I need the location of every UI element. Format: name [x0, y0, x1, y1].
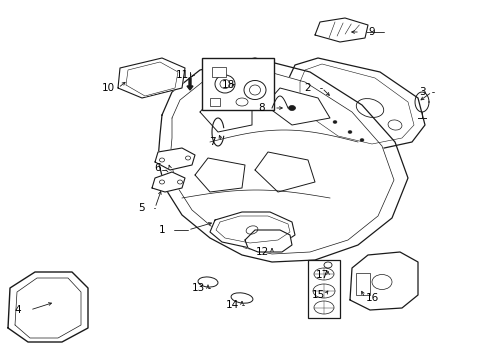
Ellipse shape — [359, 139, 363, 141]
Ellipse shape — [159, 158, 164, 162]
Text: 2: 2 — [304, 83, 311, 93]
Ellipse shape — [347, 131, 351, 134]
Ellipse shape — [159, 180, 164, 184]
Polygon shape — [152, 172, 184, 192]
Text: 10: 10 — [101, 83, 114, 93]
Text: 12: 12 — [255, 247, 268, 257]
Text: 4: 4 — [15, 305, 21, 315]
Text: 9: 9 — [368, 27, 375, 37]
Text: 7: 7 — [208, 137, 215, 147]
Text: 6: 6 — [154, 163, 161, 173]
Polygon shape — [287, 58, 424, 150]
Polygon shape — [254, 152, 314, 192]
Polygon shape — [170, 68, 393, 254]
Polygon shape — [15, 278, 81, 338]
Polygon shape — [349, 252, 417, 310]
Text: 11: 11 — [175, 70, 188, 80]
Bar — [355, 273, 369, 295]
Text: 15: 15 — [311, 290, 324, 300]
Ellipse shape — [332, 121, 336, 123]
Polygon shape — [216, 216, 289, 243]
Text: 17: 17 — [315, 270, 328, 280]
Text: 18: 18 — [221, 80, 234, 90]
Ellipse shape — [177, 180, 182, 184]
Polygon shape — [244, 230, 291, 252]
FancyArrow shape — [186, 78, 193, 90]
Polygon shape — [158, 58, 407, 262]
Text: 14: 14 — [225, 300, 238, 310]
Text: 5: 5 — [139, 203, 145, 213]
Polygon shape — [8, 272, 88, 342]
Polygon shape — [195, 158, 244, 192]
Polygon shape — [118, 58, 184, 98]
Text: 3: 3 — [418, 87, 425, 97]
Text: 16: 16 — [365, 293, 378, 303]
Ellipse shape — [185, 156, 190, 160]
Bar — [307, 260, 339, 318]
Polygon shape — [299, 64, 413, 144]
Polygon shape — [314, 18, 367, 42]
Bar — [202, 58, 273, 110]
Polygon shape — [200, 95, 251, 132]
Text: 1: 1 — [159, 225, 165, 235]
Text: 13: 13 — [191, 283, 204, 293]
Text: 8: 8 — [258, 103, 265, 113]
Polygon shape — [264, 88, 329, 125]
Polygon shape — [126, 62, 178, 96]
Ellipse shape — [288, 105, 295, 111]
Polygon shape — [209, 212, 294, 248]
Bar — [212, 67, 225, 77]
Polygon shape — [155, 148, 195, 170]
Bar — [209, 98, 220, 106]
Ellipse shape — [324, 262, 331, 268]
